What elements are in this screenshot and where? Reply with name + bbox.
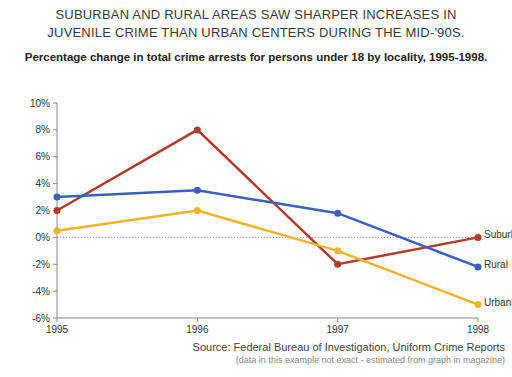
zero-line bbox=[57, 237, 478, 238]
y-tick-label: -4% bbox=[32, 286, 50, 297]
series-marker bbox=[54, 194, 61, 201]
y-tick-label: 2% bbox=[36, 205, 51, 216]
y-tick bbox=[53, 237, 57, 238]
x-tick bbox=[197, 318, 198, 322]
series-marker bbox=[334, 261, 341, 268]
series-marker bbox=[475, 234, 482, 241]
y-tick bbox=[53, 318, 57, 319]
series-line bbox=[57, 130, 478, 264]
title: SUBURBAN AND RURAL AREAS SAW SHARPER INC… bbox=[31, 6, 481, 42]
note: (data in this example not exact - estima… bbox=[236, 355, 505, 365]
series-label: Urban bbox=[484, 297, 511, 308]
y-tick-label: 4% bbox=[36, 178, 51, 189]
y-tick bbox=[53, 183, 57, 184]
series-marker bbox=[194, 187, 201, 194]
series-marker bbox=[194, 126, 201, 133]
x-tick-label: 1996 bbox=[186, 324, 209, 335]
y-tick-label: 0% bbox=[36, 232, 51, 243]
series-marker bbox=[194, 207, 201, 214]
x-tick-label: 1998 bbox=[467, 324, 490, 335]
x-tick bbox=[337, 318, 338, 322]
x-tick-label: 1995 bbox=[46, 324, 69, 335]
series-marker bbox=[54, 227, 61, 234]
y-tick bbox=[53, 129, 57, 130]
series-marker bbox=[334, 210, 341, 217]
y-tick bbox=[53, 291, 57, 292]
x-tick bbox=[57, 318, 58, 322]
y-tick-label: 10% bbox=[30, 98, 50, 109]
series-line bbox=[57, 190, 478, 267]
y-tick-label: -6% bbox=[32, 313, 50, 324]
y-tick-label: 6% bbox=[36, 151, 51, 162]
y-tick-label: -2% bbox=[32, 259, 50, 270]
series-marker bbox=[334, 247, 341, 254]
series-marker bbox=[475, 301, 482, 308]
series-line bbox=[57, 211, 478, 305]
series-label: Suburban bbox=[484, 229, 512, 240]
subtitle: Percentage change in total crime arrests… bbox=[25, 51, 488, 63]
y-tick-label: 8% bbox=[36, 124, 51, 135]
chart: Percentage change in total crime arrests… bbox=[0, 0, 512, 377]
source: Source: Federal Bureau of Investigation,… bbox=[193, 341, 506, 353]
x-tick-label: 1997 bbox=[327, 324, 350, 335]
series-marker bbox=[475, 263, 482, 270]
x-axis bbox=[57, 318, 478, 319]
y-tick bbox=[53, 264, 57, 265]
x-tick bbox=[478, 318, 479, 322]
y-tick bbox=[53, 103, 57, 104]
plot-area bbox=[54, 126, 482, 308]
series-label: Rural bbox=[484, 259, 508, 270]
y-tick bbox=[53, 156, 57, 157]
series-marker bbox=[54, 207, 61, 214]
